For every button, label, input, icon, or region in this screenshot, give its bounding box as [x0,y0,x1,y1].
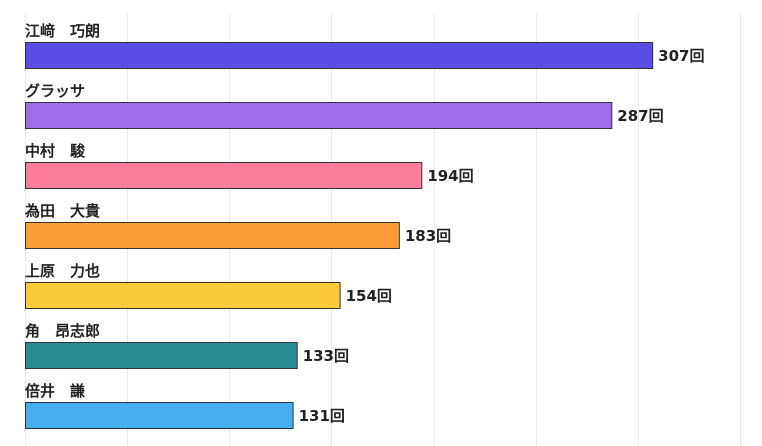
bar [25,222,400,249]
category-label: 上原 力也 [25,262,100,280]
value-label: 287回 [617,107,663,125]
category-label: 為田 大貴 [24,202,100,220]
bar [25,342,298,369]
category-label: 倍井 謙 [25,382,85,400]
category-label: グラッサ [25,82,85,100]
value-label: 133回 [303,347,349,365]
bar [25,42,654,69]
value-label: 307回 [658,47,704,65]
bar [25,402,294,429]
category-label: 角 昂志郎 [25,322,100,340]
value-label: 194回 [427,167,473,185]
category-label: 中村 駿 [25,142,86,160]
category-label: 江﨑 巧朗 [25,22,100,40]
value-label: 154回 [346,287,392,305]
bar [25,282,341,309]
bar [25,102,613,129]
bars [25,42,654,429]
bar [25,162,423,189]
value-label: 131回 [299,407,345,425]
value-label: 183回 [405,227,451,245]
